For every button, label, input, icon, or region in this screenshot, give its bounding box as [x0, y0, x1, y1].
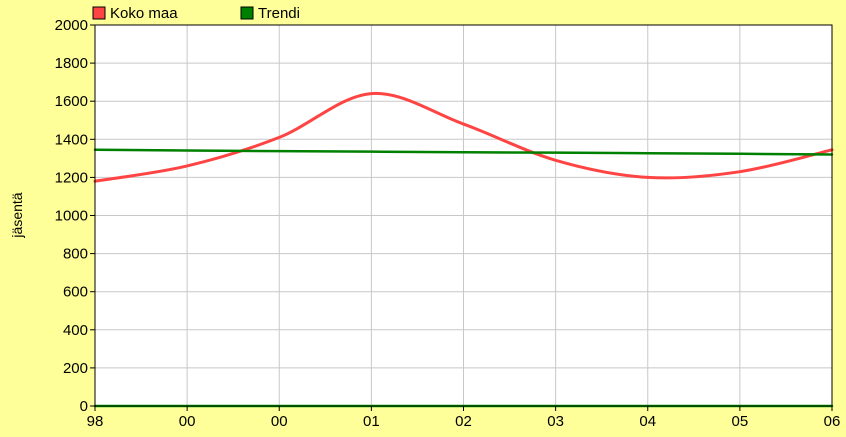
legend: Koko maa Trendi — [92, 5, 300, 22]
y-tick-label: 600 — [63, 284, 88, 301]
x-tick-label: 04 — [639, 413, 656, 430]
y-tick-label: 800 — [63, 246, 88, 263]
x-tick-label: 01 — [363, 413, 380, 430]
x-tick-label: 03 — [547, 413, 564, 430]
x-tick-label: 05 — [732, 413, 749, 430]
y-tick-label: 1200 — [55, 169, 88, 186]
y-tick-label: 2000 — [55, 17, 88, 34]
y-tick-label: 0 — [80, 398, 88, 415]
y-tick-label: 400 — [63, 322, 88, 339]
y-tick-label: 1000 — [55, 208, 88, 225]
y-tick-label: 200 — [63, 360, 88, 377]
y-axis-ticks: 0 200 400 600 800 1000 1200 1400 1600 1800 2000 — [55, 17, 95, 415]
x-tick-label: 06 — [824, 413, 841, 430]
series-line-koko-maa — [93, 92, 834, 183]
x-tick-label: 00 — [179, 413, 196, 430]
y-tick-label: 1800 — [55, 55, 88, 72]
x-tick-label: 98 — [87, 413, 104, 430]
y-tick-label: 1600 — [55, 93, 88, 110]
y-tick-label: 1400 — [55, 131, 88, 148]
y-axis-label: jäsentä — [9, 192, 25, 238]
series-line-trendi — [93, 148, 834, 156]
x-axis-ticks: 98 00 00 01 02 03 04 05 06 — [87, 406, 841, 430]
x-tick-label: 00 — [271, 413, 288, 430]
x-tick-label: 02 — [455, 413, 472, 430]
legend-label: Trendi — [258, 5, 300, 22]
legend-swatch — [92, 6, 106, 20]
legend-label: Koko maa — [110, 5, 178, 22]
legend-swatch — [240, 6, 254, 20]
